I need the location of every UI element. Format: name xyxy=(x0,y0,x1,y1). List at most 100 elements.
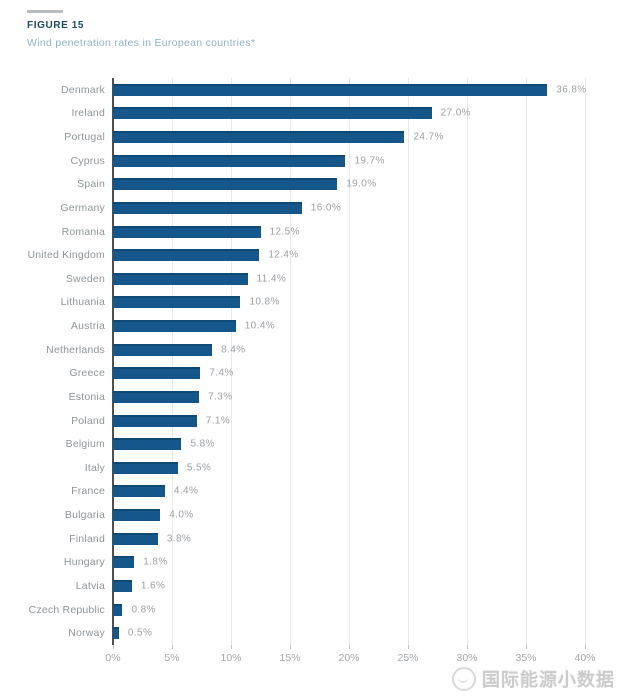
x-axis-tick-label: 15% xyxy=(279,652,301,664)
x-axis: 0% 5% 10% 15% 20% 25% 30% 35% 40% xyxy=(0,645,625,669)
country-label: Finland xyxy=(69,532,105,545)
value-label: 7.3% xyxy=(208,391,233,403)
bar-row: Netherlands 8.4% xyxy=(0,338,625,362)
x-axis-tick xyxy=(526,645,527,649)
bar xyxy=(113,461,178,474)
bar-row: Czech Republic 0.8% xyxy=(0,598,625,622)
gridline xyxy=(526,78,527,645)
bar xyxy=(113,201,302,214)
gridline xyxy=(585,78,586,645)
country-label: Portugal xyxy=(64,131,105,144)
value-label: 5.5% xyxy=(186,462,212,474)
bar-row: Spain 19.0% xyxy=(0,173,625,197)
bar-row: Portugal 24.7% xyxy=(0,125,625,149)
x-axis-tick-label: 5% xyxy=(164,652,180,664)
bar-row: Romania 12.5% xyxy=(0,220,625,244)
x-axis-tick xyxy=(290,645,291,649)
bar-row: Germany 16.0% xyxy=(0,196,625,220)
bar-row: Austria 10.4% xyxy=(0,314,625,338)
country-label: France xyxy=(71,485,105,498)
value-label: 36.8% xyxy=(556,84,587,96)
figure-header: FIGURE 15 Wind penetration rates in Euro… xyxy=(27,10,255,49)
country-label: Austria xyxy=(70,320,105,333)
value-label: 8.4% xyxy=(221,344,246,356)
bar-row: Italy 5.5% xyxy=(0,456,625,480)
bar-row: Estonia 7.3% xyxy=(0,385,625,409)
x-axis-tick-label: 10% xyxy=(220,652,242,664)
bar-row: Norway 0.5% xyxy=(0,621,625,645)
bar xyxy=(113,390,200,403)
figure-subtitle: Wind penetration rates in European count… xyxy=(27,37,256,49)
bar xyxy=(113,532,158,545)
x-axis-tick-label: 20% xyxy=(338,652,360,664)
gridline xyxy=(290,78,291,645)
bar xyxy=(113,485,165,498)
x-axis-tick-label: 40% xyxy=(574,652,596,664)
x-axis-tick-label: 25% xyxy=(397,652,419,664)
value-label: 16.0% xyxy=(310,202,342,214)
country-label: Hungary xyxy=(63,556,105,569)
country-label: Italy xyxy=(84,461,105,474)
bar-row: Hungary 1.8% xyxy=(0,551,625,575)
country-label: Denmark xyxy=(61,83,105,96)
figure-rule xyxy=(27,10,63,13)
value-label: 0.8% xyxy=(131,604,156,616)
country-label: Poland xyxy=(71,414,105,427)
bar xyxy=(113,414,197,427)
country-label: Norway xyxy=(68,627,105,640)
bar xyxy=(113,131,405,144)
value-label: 10.4% xyxy=(244,320,276,332)
bar xyxy=(113,367,201,380)
country-label: Ireland xyxy=(71,107,105,120)
figure-label: FIGURE 15 xyxy=(27,20,85,31)
watermark-logo-icon xyxy=(452,667,476,691)
bar xyxy=(113,296,241,309)
bar-row: Latvia 1.6% xyxy=(0,574,625,598)
gridline xyxy=(349,78,350,645)
bar-row: Bulgaria 4.0% xyxy=(0,503,625,527)
country-label: Latvia xyxy=(75,579,105,592)
value-label: 19.7% xyxy=(354,155,385,167)
bar xyxy=(113,627,119,640)
value-label: 4.4% xyxy=(173,485,199,497)
country-label: Greece xyxy=(69,367,105,380)
value-label: 10.8% xyxy=(249,296,280,308)
value-label: 24.7% xyxy=(413,131,444,143)
value-label: 5.8% xyxy=(190,438,215,450)
value-label: 11.4% xyxy=(256,273,287,285)
y-axis-line xyxy=(112,78,114,645)
x-axis-tick xyxy=(585,645,586,649)
watermark-text: 国际能源小数据 xyxy=(482,670,615,690)
value-label: 1.6% xyxy=(140,580,166,592)
bar xyxy=(113,154,346,167)
x-axis-tick-label: 35% xyxy=(515,652,537,664)
value-label: 7.4% xyxy=(209,367,234,379)
x-axis-tick xyxy=(172,645,173,649)
country-label: Cyprus xyxy=(70,154,105,167)
x-axis-tick xyxy=(408,645,409,649)
watermark: 国际能源小数据 xyxy=(452,666,615,692)
bar xyxy=(113,225,261,238)
bar-row: Denmark 36.8% xyxy=(0,78,625,102)
wind-penetration-bar-chart: Denmark 36.8% Ireland 27.0% Portugal 24.7% Cyp… xyxy=(0,78,625,645)
bar xyxy=(113,178,338,191)
value-label: 12.5% xyxy=(269,226,300,238)
country-label: Germany xyxy=(60,201,105,214)
value-label: 3.8% xyxy=(166,533,192,545)
bar xyxy=(113,579,132,592)
country-label: Sweden xyxy=(65,272,105,285)
bar xyxy=(113,272,248,285)
bar-row: Sweden 11.4% xyxy=(0,267,625,291)
bar xyxy=(113,107,432,120)
bar-row: Belgium 5.8% xyxy=(0,432,625,456)
country-label: Estonia xyxy=(68,390,105,403)
country-label: Bulgaria xyxy=(64,509,105,522)
bar-row: Finland 3.8% xyxy=(0,527,625,551)
country-label: Romania xyxy=(61,225,105,238)
value-label: 4.0% xyxy=(169,509,194,521)
bar xyxy=(113,249,260,262)
value-label: 0.5% xyxy=(127,627,153,639)
bar xyxy=(113,603,123,616)
bar-row: Greece 7.4% xyxy=(0,362,625,386)
x-axis-tick xyxy=(113,645,114,649)
